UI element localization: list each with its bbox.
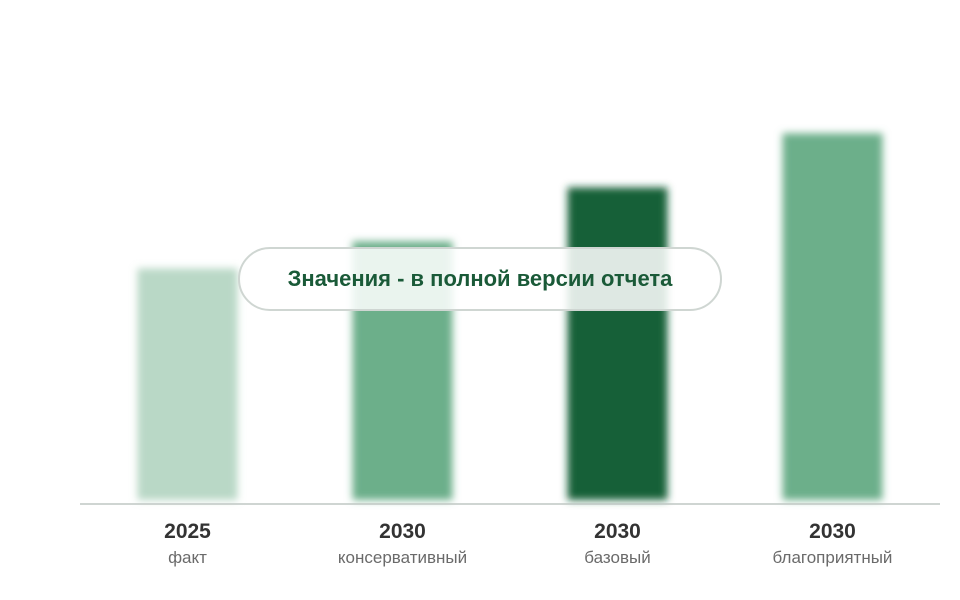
category-year-label: 2030	[594, 520, 641, 543]
full-version-notice: Значения - в полной версии отчета	[238, 247, 722, 311]
category-scenario-label: факт	[168, 548, 207, 567]
category-scenario-label: консервативный	[338, 548, 467, 567]
bar-2	[567, 187, 668, 500]
category-labels: 2025 факт 2030 консервативный 2030 базовый 203…	[164, 520, 892, 567]
category-year-label: 2025	[164, 520, 211, 543]
category-year-label: 2030	[809, 520, 856, 543]
category-year-label: 2030	[379, 520, 426, 543]
category-scenario-label: базовый	[584, 548, 650, 567]
bars	[137, 133, 883, 501]
bar-3	[782, 133, 883, 501]
category-scenario-label: благоприятный	[773, 548, 893, 567]
bar-0	[137, 268, 238, 500]
